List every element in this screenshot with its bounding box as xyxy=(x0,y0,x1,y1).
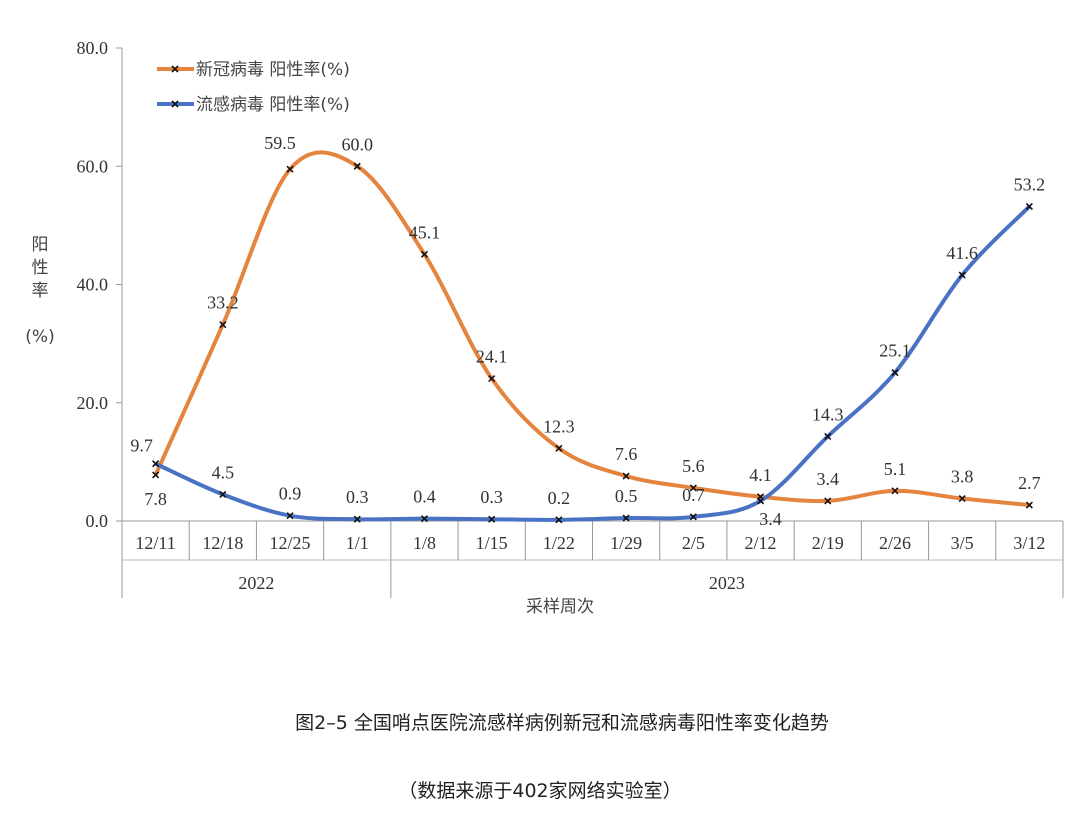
data-point-marker xyxy=(689,484,697,492)
data-point-marker xyxy=(353,162,361,170)
data-label: 0.3 xyxy=(480,487,503,507)
data-label: 7.8 xyxy=(144,489,167,509)
x-tick-label: 1/8 xyxy=(413,533,436,553)
data-point-marker xyxy=(1025,202,1033,211)
data-point-marker xyxy=(488,374,496,383)
data-point-marker xyxy=(756,497,765,505)
x-tick-label: 1/29 xyxy=(610,533,642,553)
data-label: 45.1 xyxy=(409,222,441,242)
data-point-marker xyxy=(891,369,899,377)
data-label: 7.6 xyxy=(615,444,638,464)
legend-label: 新冠病毒 阳性率(%) xyxy=(196,60,350,80)
data-point-marker xyxy=(152,460,160,468)
data-point-marker xyxy=(420,515,429,523)
data-point-marker xyxy=(891,487,899,495)
data-point-marker xyxy=(622,472,630,480)
data-point-marker xyxy=(689,513,697,521)
data-label: 0.9 xyxy=(279,484,302,504)
data-label: 4.5 xyxy=(212,462,235,482)
caption-title: 图2–5 全国哨点医院流感样病例新冠和流感病毒阳性率变化趋势 xyxy=(295,712,829,734)
data-label: 4.1 xyxy=(749,465,772,485)
x-tick-label: 2/5 xyxy=(682,533,705,553)
group-label: 2022 xyxy=(238,573,274,593)
data-point-marker xyxy=(286,165,294,173)
axes: 0.0 20.0 40.0 60.0 80.0 阳性率(%) 12/11 12/18 12/25… xyxy=(25,38,1064,598)
data-label: 0.2 xyxy=(548,488,571,508)
data-label: 53.2 xyxy=(1014,174,1046,194)
series-layer: 7.8 33.2 59.5 60.0 45.1 24.1 12.3 7.6 5.6 4.1 3.4 5… xyxy=(130,133,1045,529)
data-label: 59.5 xyxy=(264,133,296,153)
series-line xyxy=(153,150,1030,508)
x-tick-label: 2/19 xyxy=(812,533,844,553)
data-label: 2.7 xyxy=(1018,473,1041,493)
data-label: 5.1 xyxy=(884,459,907,479)
x-tick-label: 12/25 xyxy=(270,533,311,553)
legend: 新冠病毒 阳性率(%) 流感病毒 阳性率(%) xyxy=(157,60,350,115)
x-tick-label: 3/12 xyxy=(1013,533,1045,553)
y-tick-label: 40.0 xyxy=(77,275,109,295)
data-point-marker xyxy=(1025,501,1033,509)
data-label: 9.7 xyxy=(130,436,153,456)
data-label: 14.3 xyxy=(812,404,844,424)
x-tick-label: 1/15 xyxy=(476,533,508,553)
legend-marker xyxy=(171,65,179,73)
data-point-marker xyxy=(152,471,160,479)
x-tick-label: 12/11 xyxy=(135,533,175,553)
x-tick-label: 3/5 xyxy=(951,533,974,553)
y-tick-label: 60.0 xyxy=(77,156,109,176)
data-point-marker xyxy=(824,432,832,441)
data-label: 25.1 xyxy=(879,341,911,361)
data-point-marker xyxy=(219,321,227,329)
x-tick-label: 2/26 xyxy=(879,533,911,553)
data-label: 12.3 xyxy=(543,416,575,436)
data-label: 33.2 xyxy=(207,293,239,313)
data-point-marker xyxy=(958,494,966,503)
data-point-marker xyxy=(420,250,429,258)
data-label: 0.4 xyxy=(413,487,436,507)
data-point-marker xyxy=(824,497,832,505)
data-label: 3.4 xyxy=(759,509,782,529)
data-label: 3.8 xyxy=(951,467,974,487)
x-tick-label: 2/12 xyxy=(745,533,777,553)
data-point-marker xyxy=(353,515,361,523)
data-label: 0.7 xyxy=(682,485,705,505)
data-label: 5.6 xyxy=(682,456,705,476)
y-tick-label: 0.0 xyxy=(86,511,109,531)
data-point-marker xyxy=(555,444,563,452)
y-tick-label: 20.0 xyxy=(77,393,109,413)
legend-label: 流感病毒 阳性率(%) xyxy=(196,95,350,115)
y-axis-title: 阳性率(%) xyxy=(25,235,54,347)
x-tick-label: 12/18 xyxy=(202,533,243,553)
data-label: 0.5 xyxy=(615,486,638,506)
data-label: 41.6 xyxy=(946,243,978,263)
x-tick-label: 1/1 xyxy=(346,533,369,553)
x-axis-title: 采样周次 xyxy=(526,597,594,617)
data-label: 60.0 xyxy=(342,134,374,154)
x-tick-label: 1/22 xyxy=(543,533,575,553)
data-point-marker xyxy=(488,515,496,523)
data-label: 0.3 xyxy=(346,487,369,507)
legend-marker xyxy=(171,100,179,108)
data-point-marker xyxy=(219,490,227,498)
caption-source: （数据来源于402家网络实验室） xyxy=(398,780,681,802)
data-point-marker xyxy=(958,271,966,279)
data-point-marker xyxy=(622,514,630,522)
data-label: 24.1 xyxy=(476,347,508,367)
y-tick-label: 80.0 xyxy=(77,38,109,58)
group-label: 2023 xyxy=(709,573,745,593)
data-label: 3.4 xyxy=(817,469,840,489)
data-point-marker xyxy=(286,512,294,520)
data-point-marker xyxy=(555,516,563,524)
